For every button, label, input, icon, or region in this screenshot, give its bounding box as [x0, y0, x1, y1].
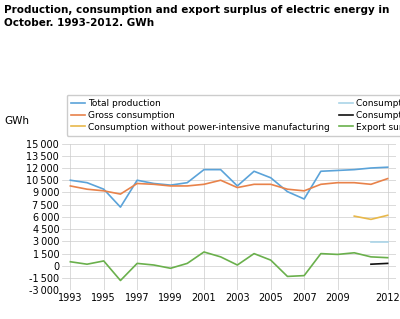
Export surplus: [202, 250, 206, 254]
Total production: [202, 168, 206, 172]
Total production: [118, 205, 123, 209]
Total production: [101, 187, 106, 191]
Text: GWh: GWh: [4, 116, 29, 126]
Export surplus: [335, 253, 340, 256]
Total production: [335, 168, 340, 172]
Total production: [152, 182, 156, 185]
Gross consumption: [302, 189, 306, 193]
Gross consumption: [152, 182, 156, 186]
Total production: [168, 183, 173, 187]
Export surplus: [101, 259, 106, 263]
Consumption without power-intensive manufacturing: [352, 214, 357, 218]
Gross consumption: [185, 184, 190, 188]
Total production: [352, 168, 357, 172]
Line: Gross consumption: Gross consumption: [70, 179, 388, 194]
Legend: Total production, Gross consumption, Consumption without power-intensive manufac: Total production, Gross consumption, Con…: [66, 95, 400, 136]
Export surplus: [252, 252, 256, 256]
Gross consumption: [202, 182, 206, 186]
Export surplus: [118, 278, 123, 282]
Line: Consumption without power-intensive manufacturing: Consumption without power-intensive manu…: [354, 215, 388, 219]
Consumption without power-intensive manufacturing: [368, 218, 373, 221]
Gross consumption: [135, 182, 140, 185]
Total production: [285, 190, 290, 194]
Gross consumption: [385, 177, 390, 181]
Export surplus: [385, 256, 390, 260]
Export surplus: [235, 263, 240, 267]
Gross consumption: [218, 178, 223, 182]
Total production: [218, 168, 223, 172]
Gross consumption: [368, 182, 373, 186]
Export surplus: [135, 262, 140, 265]
Export surplus: [318, 252, 323, 256]
Export surplus: [218, 255, 223, 259]
Export surplus: [68, 260, 73, 264]
Export surplus: [285, 275, 290, 278]
Gross consumption: [101, 189, 106, 193]
Total production: [68, 178, 73, 182]
Export surplus: [368, 255, 373, 259]
Export surplus: [352, 251, 357, 255]
Text: Production, consumption and export surplus of electric energy in
October. 1993-2: Production, consumption and export surpl…: [4, 5, 389, 28]
Consumption in power-intensive manufacturing: [385, 240, 390, 244]
Gross consumption: [318, 182, 323, 186]
Gross consumption: [68, 184, 73, 188]
Gross consumption: [235, 186, 240, 189]
Total production: [85, 181, 90, 185]
Line: Total production: Total production: [70, 167, 388, 207]
Gross consumption: [168, 184, 173, 188]
Total production: [368, 166, 373, 170]
Gross consumption: [85, 187, 90, 191]
Total production: [185, 181, 190, 185]
Line: Export surplus: Export surplus: [70, 252, 388, 280]
Total production: [318, 169, 323, 173]
Export surplus: [85, 262, 90, 266]
Gross consumption: [252, 182, 256, 186]
Gross consumption: [118, 192, 123, 196]
Line: Consumption in extraction of crude petroleum and natural gas: Consumption in extraction of crude petro…: [371, 263, 388, 264]
Total production: [302, 197, 306, 201]
Export surplus: [168, 266, 173, 270]
Total production: [235, 184, 240, 188]
Total production: [268, 176, 273, 180]
Total production: [252, 169, 256, 173]
Consumption in extraction of crude petroleum and natural gas: [385, 262, 390, 265]
Gross consumption: [335, 181, 340, 185]
Consumption in extraction of crude petroleum and natural gas: [368, 262, 373, 266]
Gross consumption: [285, 187, 290, 191]
Export surplus: [152, 263, 156, 267]
Total production: [385, 165, 390, 169]
Consumption without power-intensive manufacturing: [385, 213, 390, 217]
Export surplus: [185, 262, 190, 265]
Export surplus: [268, 258, 273, 262]
Gross consumption: [352, 181, 357, 185]
Total production: [135, 178, 140, 182]
Consumption in power-intensive manufacturing: [368, 240, 373, 244]
Gross consumption: [268, 182, 273, 186]
Export surplus: [302, 274, 306, 278]
